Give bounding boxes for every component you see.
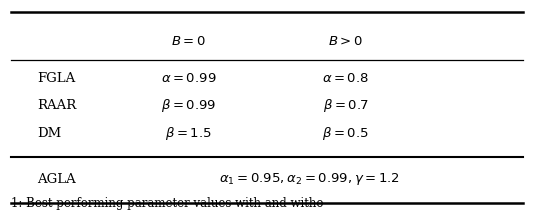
Text: RAAR: RAAR — [37, 100, 76, 112]
Text: AGLA: AGLA — [37, 173, 75, 186]
Text: $\beta = 1.5$: $\beta = 1.5$ — [165, 125, 212, 142]
Text: $\beta = 0.7$: $\beta = 0.7$ — [323, 97, 368, 114]
Text: 1: Best performing parameter values with and witho: 1: Best performing parameter values with… — [11, 197, 323, 210]
Text: DM: DM — [37, 127, 61, 140]
Text: $B=0$: $B=0$ — [171, 36, 206, 49]
Text: $\alpha_1 = 0.95, \alpha_2 = 0.99, \gamma = 1.2$: $\alpha_1 = 0.95, \alpha_2 = 0.99, \gamm… — [219, 171, 399, 187]
Text: $\alpha = 0.99$: $\alpha = 0.99$ — [161, 72, 216, 85]
Text: FGLA: FGLA — [37, 72, 75, 85]
Text: $B>0$: $B>0$ — [328, 36, 363, 49]
Text: $\beta = 0.99$: $\beta = 0.99$ — [161, 97, 216, 114]
Text: $\beta = 0.5$: $\beta = 0.5$ — [322, 125, 369, 142]
Text: $\alpha = 0.8$: $\alpha = 0.8$ — [322, 72, 369, 85]
